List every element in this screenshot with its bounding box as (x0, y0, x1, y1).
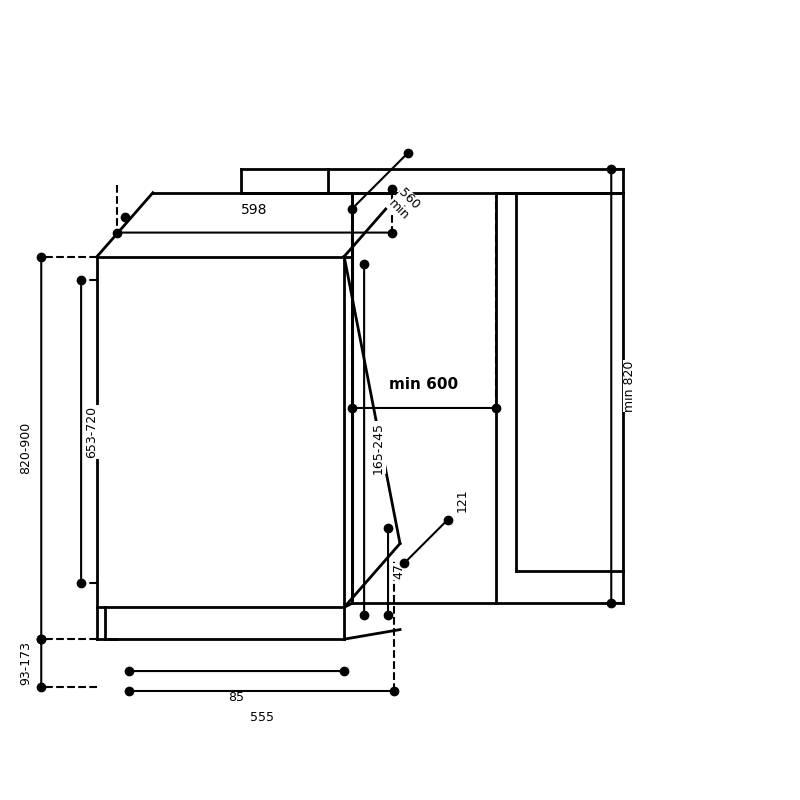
Text: 555: 555 (250, 711, 274, 724)
Text: 93-173: 93-173 (19, 641, 32, 685)
Text: 47: 47 (392, 563, 405, 579)
Text: 653-720: 653-720 (85, 406, 98, 458)
Text: min 820: min 820 (623, 360, 636, 412)
Text: 85: 85 (229, 691, 245, 704)
Text: 121: 121 (456, 488, 469, 512)
Text: 598: 598 (242, 202, 268, 217)
Text: 560
min: 560 min (386, 186, 422, 223)
Text: 165-245: 165-245 (372, 422, 385, 474)
Text: min 600: min 600 (390, 377, 458, 392)
Text: 820-900: 820-900 (19, 422, 32, 474)
